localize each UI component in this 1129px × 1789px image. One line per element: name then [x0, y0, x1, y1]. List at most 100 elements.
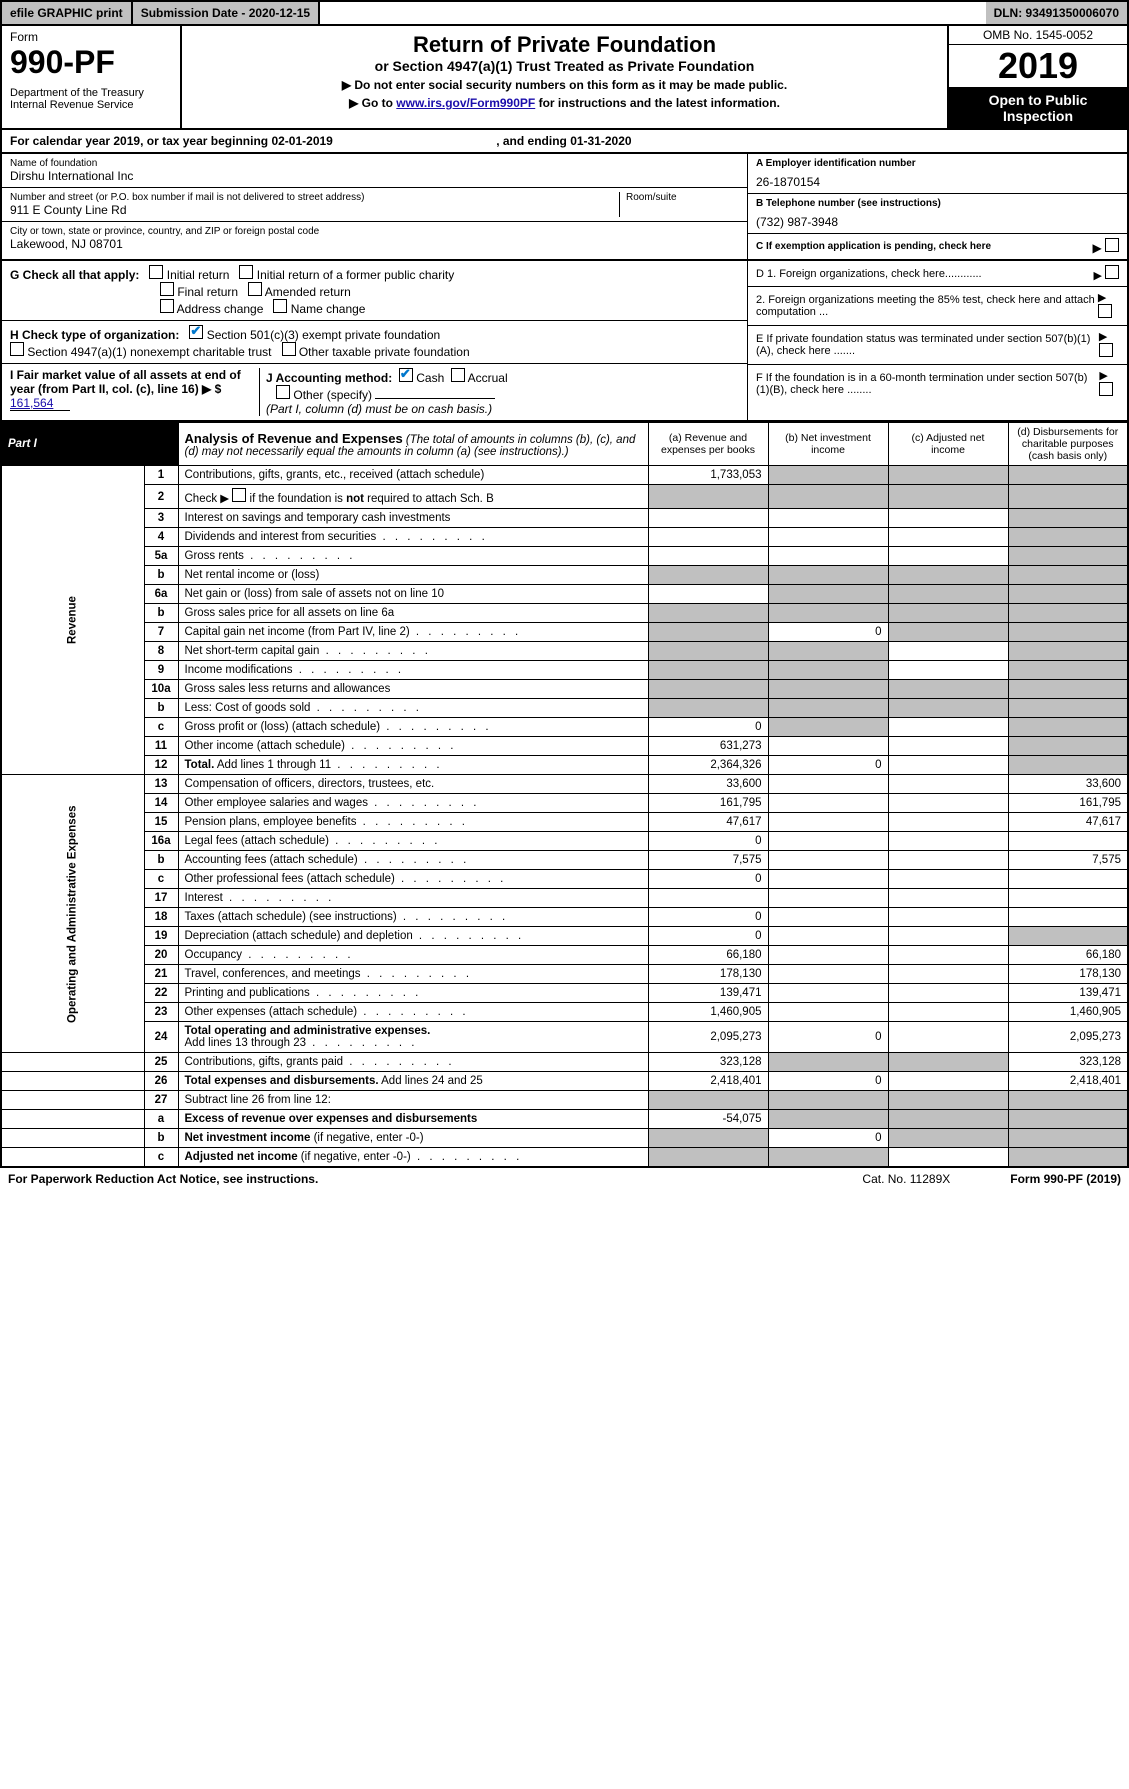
h-row: H Check type of organization: Section 50… [2, 321, 747, 364]
table-row: 26Total expenses and disbursements. Add … [1, 1072, 1128, 1091]
e-checkbox[interactable] [1099, 343, 1113, 357]
j-accounting: J Accounting method: Cash Accrual Other … [260, 368, 739, 416]
g-name-checkbox[interactable] [273, 299, 287, 313]
table-row: 27Subtract line 26 from line 12: [1, 1091, 1128, 1110]
form-number: 990-PF [10, 44, 172, 81]
table-row: bAccounting fees (attach schedule)7,5757… [1, 851, 1128, 870]
efile-badge[interactable]: efile GRAPHIC print [2, 2, 133, 24]
checks-left: G Check all that apply: Initial return I… [2, 261, 747, 420]
address-cell: Number and street (or P.O. box number if… [2, 188, 747, 222]
dln: DLN: 93491350006070 [986, 2, 1127, 24]
table-row: 2Check ▶ if the foundation is not requir… [1, 485, 1128, 509]
h-501c3-checkbox[interactable] [189, 325, 203, 339]
h-other-taxable-checkbox[interactable] [282, 342, 296, 356]
g-initial-former-checkbox[interactable] [239, 265, 253, 279]
dept: Department of the Treasury Internal Reve… [10, 87, 172, 111]
g-final-checkbox[interactable] [160, 282, 174, 296]
phone-cell: B Telephone number (see instructions) (7… [748, 194, 1127, 234]
table-row: 3Interest on savings and temporary cash … [1, 509, 1128, 528]
room-label: Room/suite [626, 192, 739, 203]
col-d-header: (d) Disbursements for charitable purpose… [1008, 423, 1128, 466]
table-row: Operating and Administrative Expenses 13… [1, 775, 1128, 794]
table-row: 24Total operating and administrative exp… [1, 1022, 1128, 1053]
fmv-value[interactable]: 161,564 [10, 396, 70, 411]
submission-date: Submission Date - 2020-12-15 [133, 2, 320, 24]
paperwork-notice: For Paperwork Reduction Act Notice, see … [8, 1172, 318, 1186]
i-j-row: I Fair market value of all assets at end… [2, 364, 747, 420]
table-row: 23Other expenses (attach schedule)1,460,… [1, 1003, 1128, 1022]
footer: For Paperwork Reduction Act Notice, see … [0, 1168, 1129, 1190]
g-initial-checkbox[interactable] [149, 265, 163, 279]
i-fmv: I Fair market value of all assets at end… [10, 368, 260, 416]
table-row: bLess: Cost of goods sold [1, 699, 1128, 718]
city-state-zip: Lakewood, NJ 08701 [10, 237, 739, 251]
note-goto: ▶ Go to www.irs.gov/Form990PF for instru… [188, 96, 941, 110]
table-row: bNet investment income (if negative, ent… [1, 1129, 1128, 1148]
table-row: bNet rental income or (loss) [1, 566, 1128, 585]
header-right: OMB No. 1545-0052 2019 Open to Public In… [947, 26, 1127, 128]
header-left: Form 990-PF Department of the Treasury I… [2, 26, 182, 128]
table-row: 20Occupancy66,18066,180 [1, 946, 1128, 965]
table-row: 14Other employee salaries and wages161,7… [1, 794, 1128, 813]
form-subtitle: or Section 4947(a)(1) Trust Treated as P… [188, 58, 941, 74]
ident-right: A Employer identification number 26-1870… [747, 154, 1127, 259]
h-4947-checkbox[interactable] [10, 342, 24, 356]
l2-checkbox[interactable] [232, 488, 246, 502]
part1-table: Part I Analysis of Revenue and Expenses … [0, 422, 1129, 1168]
phone: (732) 987-3948 [756, 209, 1119, 229]
cat-no: Cat. No. 11289X [862, 1172, 950, 1186]
c-checkbox[interactable] [1105, 238, 1119, 252]
col-b-header: (b) Net investment income [768, 423, 888, 466]
foundation-name-cell: Name of foundation Dirshu International … [2, 154, 747, 188]
revenue-label: Revenue [1, 466, 144, 775]
table-row: 16aLegal fees (attach schedule)0 [1, 832, 1128, 851]
table-row: 17Interest [1, 889, 1128, 908]
g-row: G Check all that apply: Initial return I… [2, 261, 747, 321]
identification-block: Name of foundation Dirshu International … [0, 154, 1129, 261]
table-row: cAdjusted net income (if negative, enter… [1, 1148, 1128, 1168]
table-row: 10aGross sales less returns and allowanc… [1, 680, 1128, 699]
table-row: 22Printing and publications139,471139,47… [1, 984, 1128, 1003]
d2-checkbox[interactable] [1098, 304, 1112, 318]
checks-section: G Check all that apply: Initial return I… [0, 261, 1129, 422]
f-checkbox[interactable] [1099, 382, 1113, 396]
form-word: Form [10, 30, 172, 44]
street-address: 911 E County Line Rd [10, 203, 619, 217]
expense-label: Operating and Administrative Expenses [1, 775, 144, 1053]
d1-row: D 1. Foreign organizations, check here..… [748, 261, 1127, 287]
header-center: Return of Private Foundation or Section … [182, 26, 947, 128]
j-accrual-checkbox[interactable] [451, 368, 465, 382]
table-row: 25Contributions, gifts, grants paid323,1… [1, 1053, 1128, 1072]
omb: OMB No. 1545-0052 [949, 26, 1127, 45]
table-row: 7Capital gain net income (from Part IV, … [1, 623, 1128, 642]
table-row: 4Dividends and interest from securities [1, 528, 1128, 547]
table-row: 8Net short-term capital gain [1, 642, 1128, 661]
form-header: Form 990-PF Department of the Treasury I… [0, 26, 1129, 130]
form-title: Return of Private Foundation [188, 32, 941, 58]
f-row: F If the foundation is in a 60-month ter… [748, 365, 1127, 403]
table-row: Revenue 1Contributions, gifts, grants, e… [1, 466, 1128, 485]
ein: 26-1870154 [756, 169, 1119, 189]
j-cash-checkbox[interactable] [399, 368, 413, 382]
part1-tag: Part I [1, 423, 178, 466]
table-row: 15Pension plans, employee benefits47,617… [1, 813, 1128, 832]
irs-link[interactable]: www.irs.gov/Form990PF [396, 96, 535, 110]
j-other-checkbox[interactable] [276, 385, 290, 399]
part1-desc: Analysis of Revenue and Expenses (The to… [178, 423, 648, 466]
table-row: bGross sales price for all assets on lin… [1, 604, 1128, 623]
calendar-year-row: For calendar year 2019, or tax year begi… [0, 130, 1129, 154]
g-amended-checkbox[interactable] [248, 282, 262, 296]
d1-checkbox[interactable] [1105, 265, 1119, 279]
topbar: efile GRAPHIC print Submission Date - 20… [0, 0, 1129, 26]
table-row: cOther professional fees (attach schedul… [1, 870, 1128, 889]
col-a-header: (a) Revenue and expenses per books [648, 423, 768, 466]
foundation-name: Dirshu International Inc [10, 169, 739, 183]
col-c-header: (c) Adjusted net income [888, 423, 1008, 466]
table-row: 11Other income (attach schedule)631,273 [1, 737, 1128, 756]
e-row: E If private foundation status was termi… [748, 326, 1127, 365]
tax-year: 2019 [949, 45, 1127, 88]
table-row: 12Total. Add lines 1 through 112,364,326… [1, 756, 1128, 775]
g-address-checkbox[interactable] [160, 299, 174, 313]
table-row: 21Travel, conferences, and meetings178,1… [1, 965, 1128, 984]
city-cell: City or town, state or province, country… [2, 222, 747, 255]
